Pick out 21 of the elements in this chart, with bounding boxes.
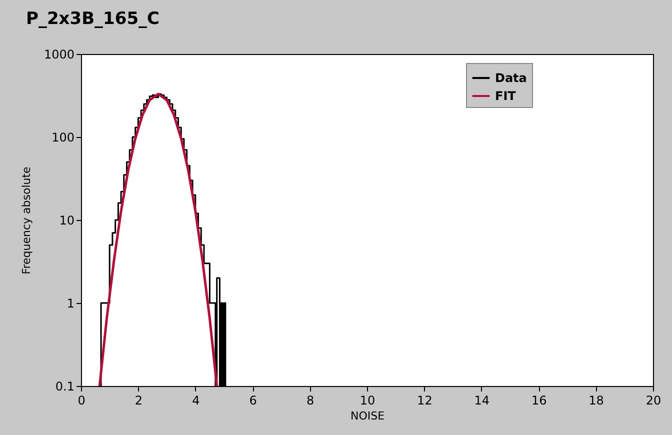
x-tick-label: 16 — [531, 394, 547, 408]
y-axis-title: Frequency absolute — [20, 166, 33, 274]
x-tick-label: 14 — [474, 394, 490, 408]
y-tick-label: 100 — [52, 130, 74, 144]
y-tick-label: 1000 — [44, 48, 74, 62]
x-tick-label: 6 — [249, 394, 257, 408]
x-tick-label: 18 — [588, 394, 604, 408]
x-axis-title: NOISE — [350, 410, 385, 422]
x-tick-label: 20 — [646, 394, 662, 408]
x-tick-label: 0 — [78, 394, 86, 408]
legend-label: Data — [495, 71, 527, 85]
x-tick-label: 12 — [417, 394, 432, 408]
y-tick-label: 0.1 — [55, 380, 74, 394]
chart-title: P_2x3B_165_C — [26, 9, 160, 29]
y-tick-label: 1 — [66, 296, 74, 310]
y-tick-label: 10 — [59, 214, 74, 228]
legend-label: FIT — [495, 89, 517, 103]
x-tick-label: 4 — [192, 394, 200, 408]
x-tick-label: 8 — [306, 394, 314, 408]
x-tick-label: 10 — [360, 394, 376, 408]
x-tick-label: 2 — [134, 394, 143, 408]
